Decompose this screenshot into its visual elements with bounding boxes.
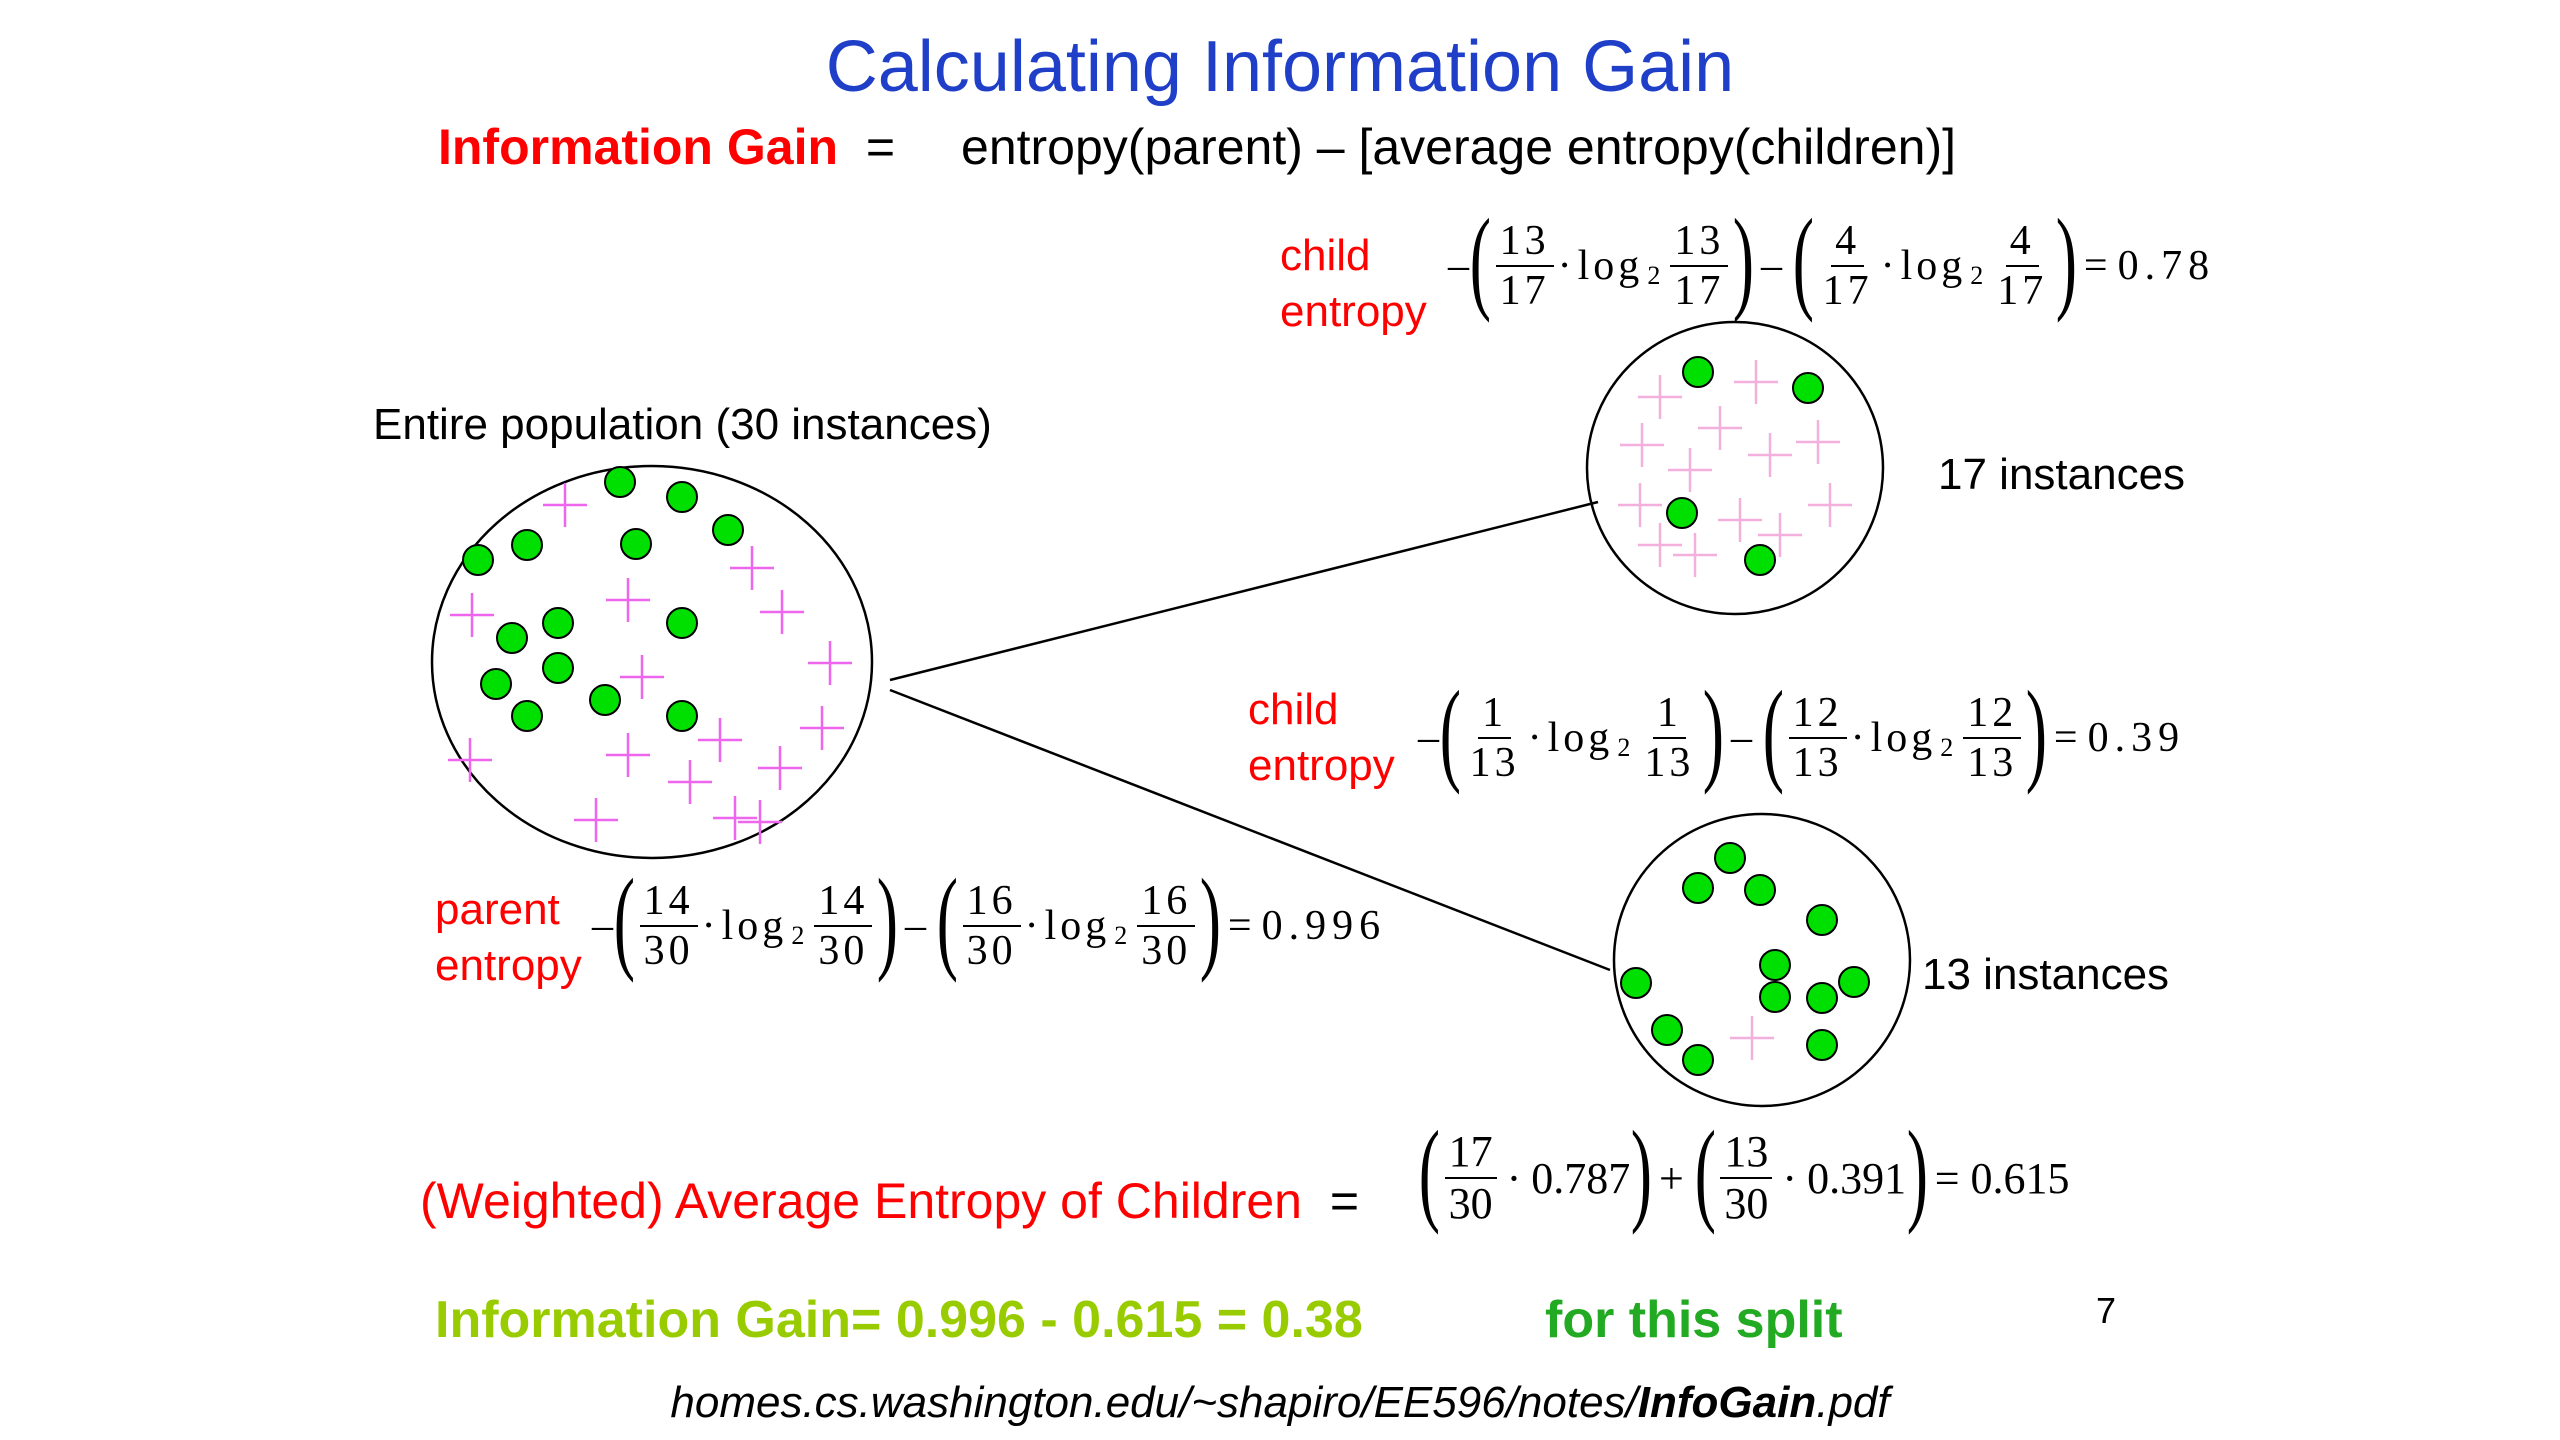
child1-population-circle xyxy=(1585,320,1885,616)
child2-circle-instance xyxy=(1806,904,1838,936)
child2-instances: 13 instances xyxy=(1922,950,2170,999)
weighted-average-label: (Weighted) Average Entropy of Children = xyxy=(420,1173,1360,1229)
child1-plus-instance xyxy=(1808,483,1852,527)
child2-circle-instance xyxy=(1744,874,1776,906)
child1-plus-instance xyxy=(1638,375,1682,419)
branch-line-to-child1 xyxy=(889,500,1599,682)
child2-circle-instance xyxy=(1714,842,1746,874)
instance-symbols xyxy=(448,356,1870,1076)
definition: Information Gain = entropy(parent) – [av… xyxy=(438,118,1956,176)
parent-plus-instance xyxy=(668,760,712,804)
parent-circle-instance xyxy=(589,684,621,716)
child1-entropy-result: 0.78 xyxy=(2117,243,2216,289)
child1-plus-instance xyxy=(1796,420,1840,464)
parent-entropy-result: 0.996 xyxy=(1261,903,1387,949)
child2-entropy-result: 0.39 xyxy=(2087,715,2186,761)
branch-line-to-child2 xyxy=(889,688,1611,972)
child1-plus-instance xyxy=(1748,433,1792,477)
weighted-average-formula: ( 17 30 · 0.787 ) + ( 13 30 · 0.391 ) = 0.61… xyxy=(1418,1108,2070,1236)
parent-plus-instance xyxy=(574,798,618,842)
parent-circle-instance xyxy=(712,514,744,546)
child1-circle-instance xyxy=(1666,497,1698,529)
parent-plus-instance xyxy=(738,800,782,844)
parent-circle-instance xyxy=(666,607,698,639)
parent-circle-instance xyxy=(511,529,543,561)
parent-plus-instance xyxy=(450,593,494,637)
parent-entropy-formula: – ( 14 30 · log 2 14 30 ) – ( 16 30 · log 2 16 3… xyxy=(592,856,1387,984)
child2-circle-instance xyxy=(1651,1014,1683,1046)
parent-population-circle xyxy=(430,464,874,860)
child2-circle-instance xyxy=(1838,966,1870,998)
parent-plus-instance xyxy=(620,655,664,699)
branch-lines xyxy=(889,500,1611,972)
for-this-split: for this split xyxy=(1545,1291,1843,1349)
child2-circle-instance xyxy=(1759,981,1791,1013)
child1-label-line2: entropy xyxy=(1280,287,1427,336)
parent-plus-instance xyxy=(730,546,774,590)
parent-plus-instance xyxy=(606,578,650,622)
child2-circle-instance xyxy=(1682,872,1714,904)
child2-circle-instance xyxy=(1759,949,1791,981)
child1-plus-instance xyxy=(1638,523,1682,567)
parent-circle-instance xyxy=(666,700,698,732)
child1-circle-instance xyxy=(1744,544,1776,576)
parent-circle-instance xyxy=(480,668,512,700)
child2-entropy-formula: – ( 1 13 · log 2 1 13 ) – ( 12 13 · log 2 12 13 … xyxy=(1418,668,2186,796)
child1-plus-instance xyxy=(1718,498,1762,542)
minus-sign: – xyxy=(1448,243,1469,289)
child1-circle-instance xyxy=(1792,372,1824,404)
parent-circle-instance xyxy=(542,607,574,639)
definition-rhs: entropy(parent) – [average entropy(child… xyxy=(961,119,1956,175)
parent-plus-instance xyxy=(606,733,650,777)
child1-plus-instance xyxy=(1673,533,1717,577)
page-title: Calculating Information Gain xyxy=(825,27,1735,107)
parent-plus-instance xyxy=(760,590,804,634)
child2-circle-instance xyxy=(1620,967,1652,999)
parent-caption: Entire population (30 instances) xyxy=(373,400,992,449)
definition-lhs: Information Gain xyxy=(438,119,838,175)
child2-circle-instance xyxy=(1806,982,1838,1014)
child1-instances: 17 instances xyxy=(1938,450,2186,499)
parent-circle-instance xyxy=(620,528,652,560)
child1-plus-instance xyxy=(1734,360,1778,404)
child2-entropy-label: child entropy xyxy=(1248,682,1395,794)
parent-plus-instance xyxy=(800,706,844,750)
parent-plus-instance xyxy=(543,483,587,527)
parent-circle-instance xyxy=(511,700,543,732)
parent-plus-instance xyxy=(448,738,492,782)
parent-circle-instance xyxy=(604,466,636,498)
child2-plus-instance xyxy=(1730,1016,1774,1060)
child1-plus-instance xyxy=(1620,423,1664,467)
child2-population-circle xyxy=(1612,812,1912,1108)
parent-plus-instance xyxy=(698,718,742,762)
child2-label-line1: child xyxy=(1248,685,1339,734)
parent-label-line1: parent xyxy=(435,885,560,934)
child1-plus-instance xyxy=(1618,483,1662,527)
parent-circle-instance xyxy=(666,481,698,513)
parent-circle-instance xyxy=(542,652,574,684)
child1-plus-instance xyxy=(1758,513,1802,557)
parent-plus-instance xyxy=(808,641,852,685)
child1-label-line1: child xyxy=(1280,231,1371,280)
child2-circle-instance xyxy=(1806,1029,1838,1061)
parent-circle-instance xyxy=(462,544,494,576)
parent-entropy-label: parent entropy xyxy=(435,882,582,994)
child1-circle-instance xyxy=(1682,356,1714,388)
child2-circle-instance xyxy=(1682,1044,1714,1076)
definition-equals: = xyxy=(865,119,896,175)
page-number: 7 xyxy=(2096,1290,2117,1331)
parent-circle-instance xyxy=(496,622,528,654)
child1-plus-instance xyxy=(1668,448,1712,492)
child1-plus-instance xyxy=(1698,406,1742,450)
parent-plus-instance xyxy=(713,796,757,840)
child2-label-line2: entropy xyxy=(1248,741,1395,790)
child1-entropy-label: child entropy xyxy=(1280,228,1427,340)
weighted-average-result: = 0.615 xyxy=(1934,1153,2070,1203)
information-gain-result: Information Gain= 0.996 - 0.615 = 0.38 xyxy=(435,1291,1363,1349)
parent-label-line2: entropy xyxy=(435,941,582,990)
parent-plus-instance xyxy=(758,746,802,790)
source-url: homes.cs.washington.edu/~shapiro/EE596/n… xyxy=(670,1378,1890,1427)
child1-entropy-formula: – ( 13 17 · log 2 13 17 ) – ( 4 17 · log 2 4 17 … xyxy=(1448,196,2216,324)
